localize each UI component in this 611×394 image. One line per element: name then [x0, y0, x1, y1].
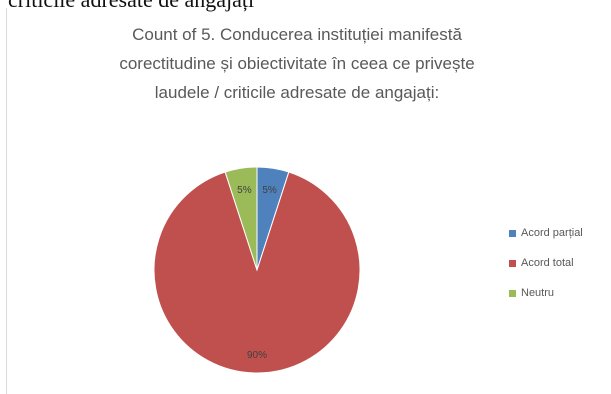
- legend-label-acord-total: Acord total: [521, 257, 574, 269]
- page-top-text: criticile adresate de angajați: [8, 0, 254, 13]
- legend-item-acord-partial: Acord parțial: [509, 227, 583, 257]
- data-label-neutru: 5%: [237, 185, 252, 196]
- pie-slice-neutru: [224, 166, 258, 271]
- chart-title: Count of 5. Conducerea instituției manif…: [67, 20, 527, 107]
- chart-title-line-1: Count of 5. Conducerea instituției manif…: [132, 25, 462, 44]
- legend-swatch-neutru: [509, 290, 516, 297]
- pie-slice-acord-total: [153, 171, 361, 374]
- pie-chart: 5% 90% 5%: [153, 166, 361, 374]
- data-label-acord-partial: 5%: [262, 185, 277, 196]
- legend-label-neutru: Neutru: [521, 287, 555, 299]
- legend-item-neutru: Neutru: [509, 287, 583, 317]
- chart-title-line-3: laudele / criticile adresate de angajați…: [154, 83, 440, 102]
- legend-item-acord-total: Acord total: [509, 257, 583, 287]
- legend-label-acord-partial: Acord parțial: [521, 227, 583, 239]
- legend-swatch-acord-total: [509, 260, 516, 267]
- chart-area: Count of 5. Conducerea instituției manif…: [6, 8, 606, 394]
- chart-title-line-2: corectitudine și obiectivitate în ceea c…: [119, 54, 475, 73]
- data-label-acord-total: 90%: [247, 350, 267, 361]
- chart-legend: Acord parțial Acord total Neutru: [509, 227, 583, 317]
- legend-swatch-acord-partial: [509, 230, 516, 237]
